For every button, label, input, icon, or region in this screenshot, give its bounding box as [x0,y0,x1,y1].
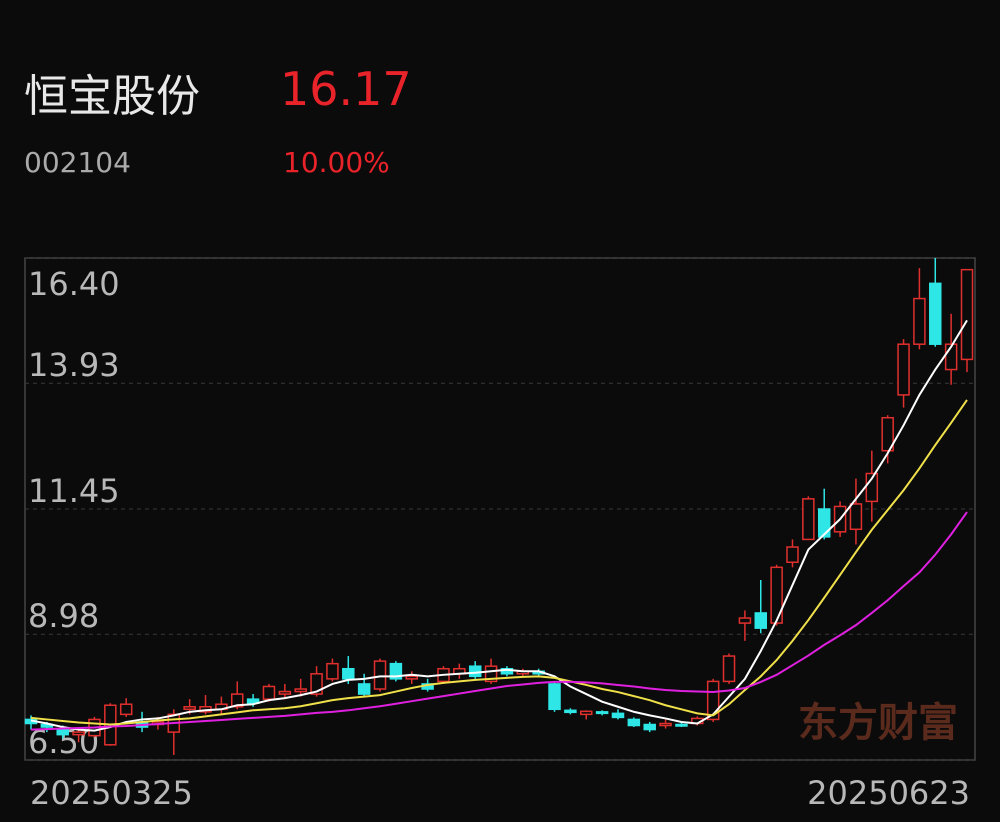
candle-body [595,711,609,715]
candle-body [722,655,736,683]
candle-body [183,706,196,711]
stock-code: 002104 [24,146,131,179]
candle-body [706,680,720,721]
candle-body [342,667,355,680]
candle-body [373,660,387,690]
stock-name: 恒宝股份 [24,71,200,122]
candle-body [627,718,641,727]
candle-body [548,683,561,711]
candle-body [262,685,276,700]
candle-body [405,675,418,680]
candle-body [770,566,783,624]
candle-body [294,688,307,693]
candle-body [865,472,879,503]
candle-body [913,297,926,345]
candle-body [357,683,371,695]
candle-body [802,498,815,541]
candle-body [881,416,894,452]
ma-line [30,511,968,731]
candle-body [786,546,799,563]
candle-body [849,503,863,531]
candle-body [944,343,958,371]
candle-body [119,703,133,716]
candle-body [468,665,482,678]
candle-body [326,662,339,680]
candle-body [754,612,768,629]
candle-body [659,722,672,727]
watermark: 东方财富 [798,700,958,746]
y-tick-label: 16.40 [28,265,120,303]
stock-price: 16.17 [280,62,412,116]
x-tick-label: 20250325 [30,774,193,812]
y-tick-label: 11.45 [28,472,120,510]
candle-body [675,723,688,727]
candle-body [310,673,323,695]
candle-body [960,268,974,361]
ma-line [30,319,968,732]
candle-body [72,731,85,736]
candle-body [738,617,752,624]
ma-line [30,399,968,726]
candle-body [56,728,69,736]
candle-body [484,665,498,683]
y-tick-label: 8.98 [28,597,99,635]
candle-body [929,282,942,345]
candle-body [389,662,403,680]
y-tick-label: 13.93 [28,346,120,384]
candle-body [611,712,625,719]
candle-body [564,709,577,714]
x-tick-label: 20250623 [807,774,970,812]
candle-body [230,693,244,708]
candle-body [643,723,656,731]
price-change: 10.00% [283,146,390,179]
candle-body [278,690,292,695]
candle-body [580,710,593,716]
candle-body [817,508,831,538]
candle-body [897,343,910,396]
